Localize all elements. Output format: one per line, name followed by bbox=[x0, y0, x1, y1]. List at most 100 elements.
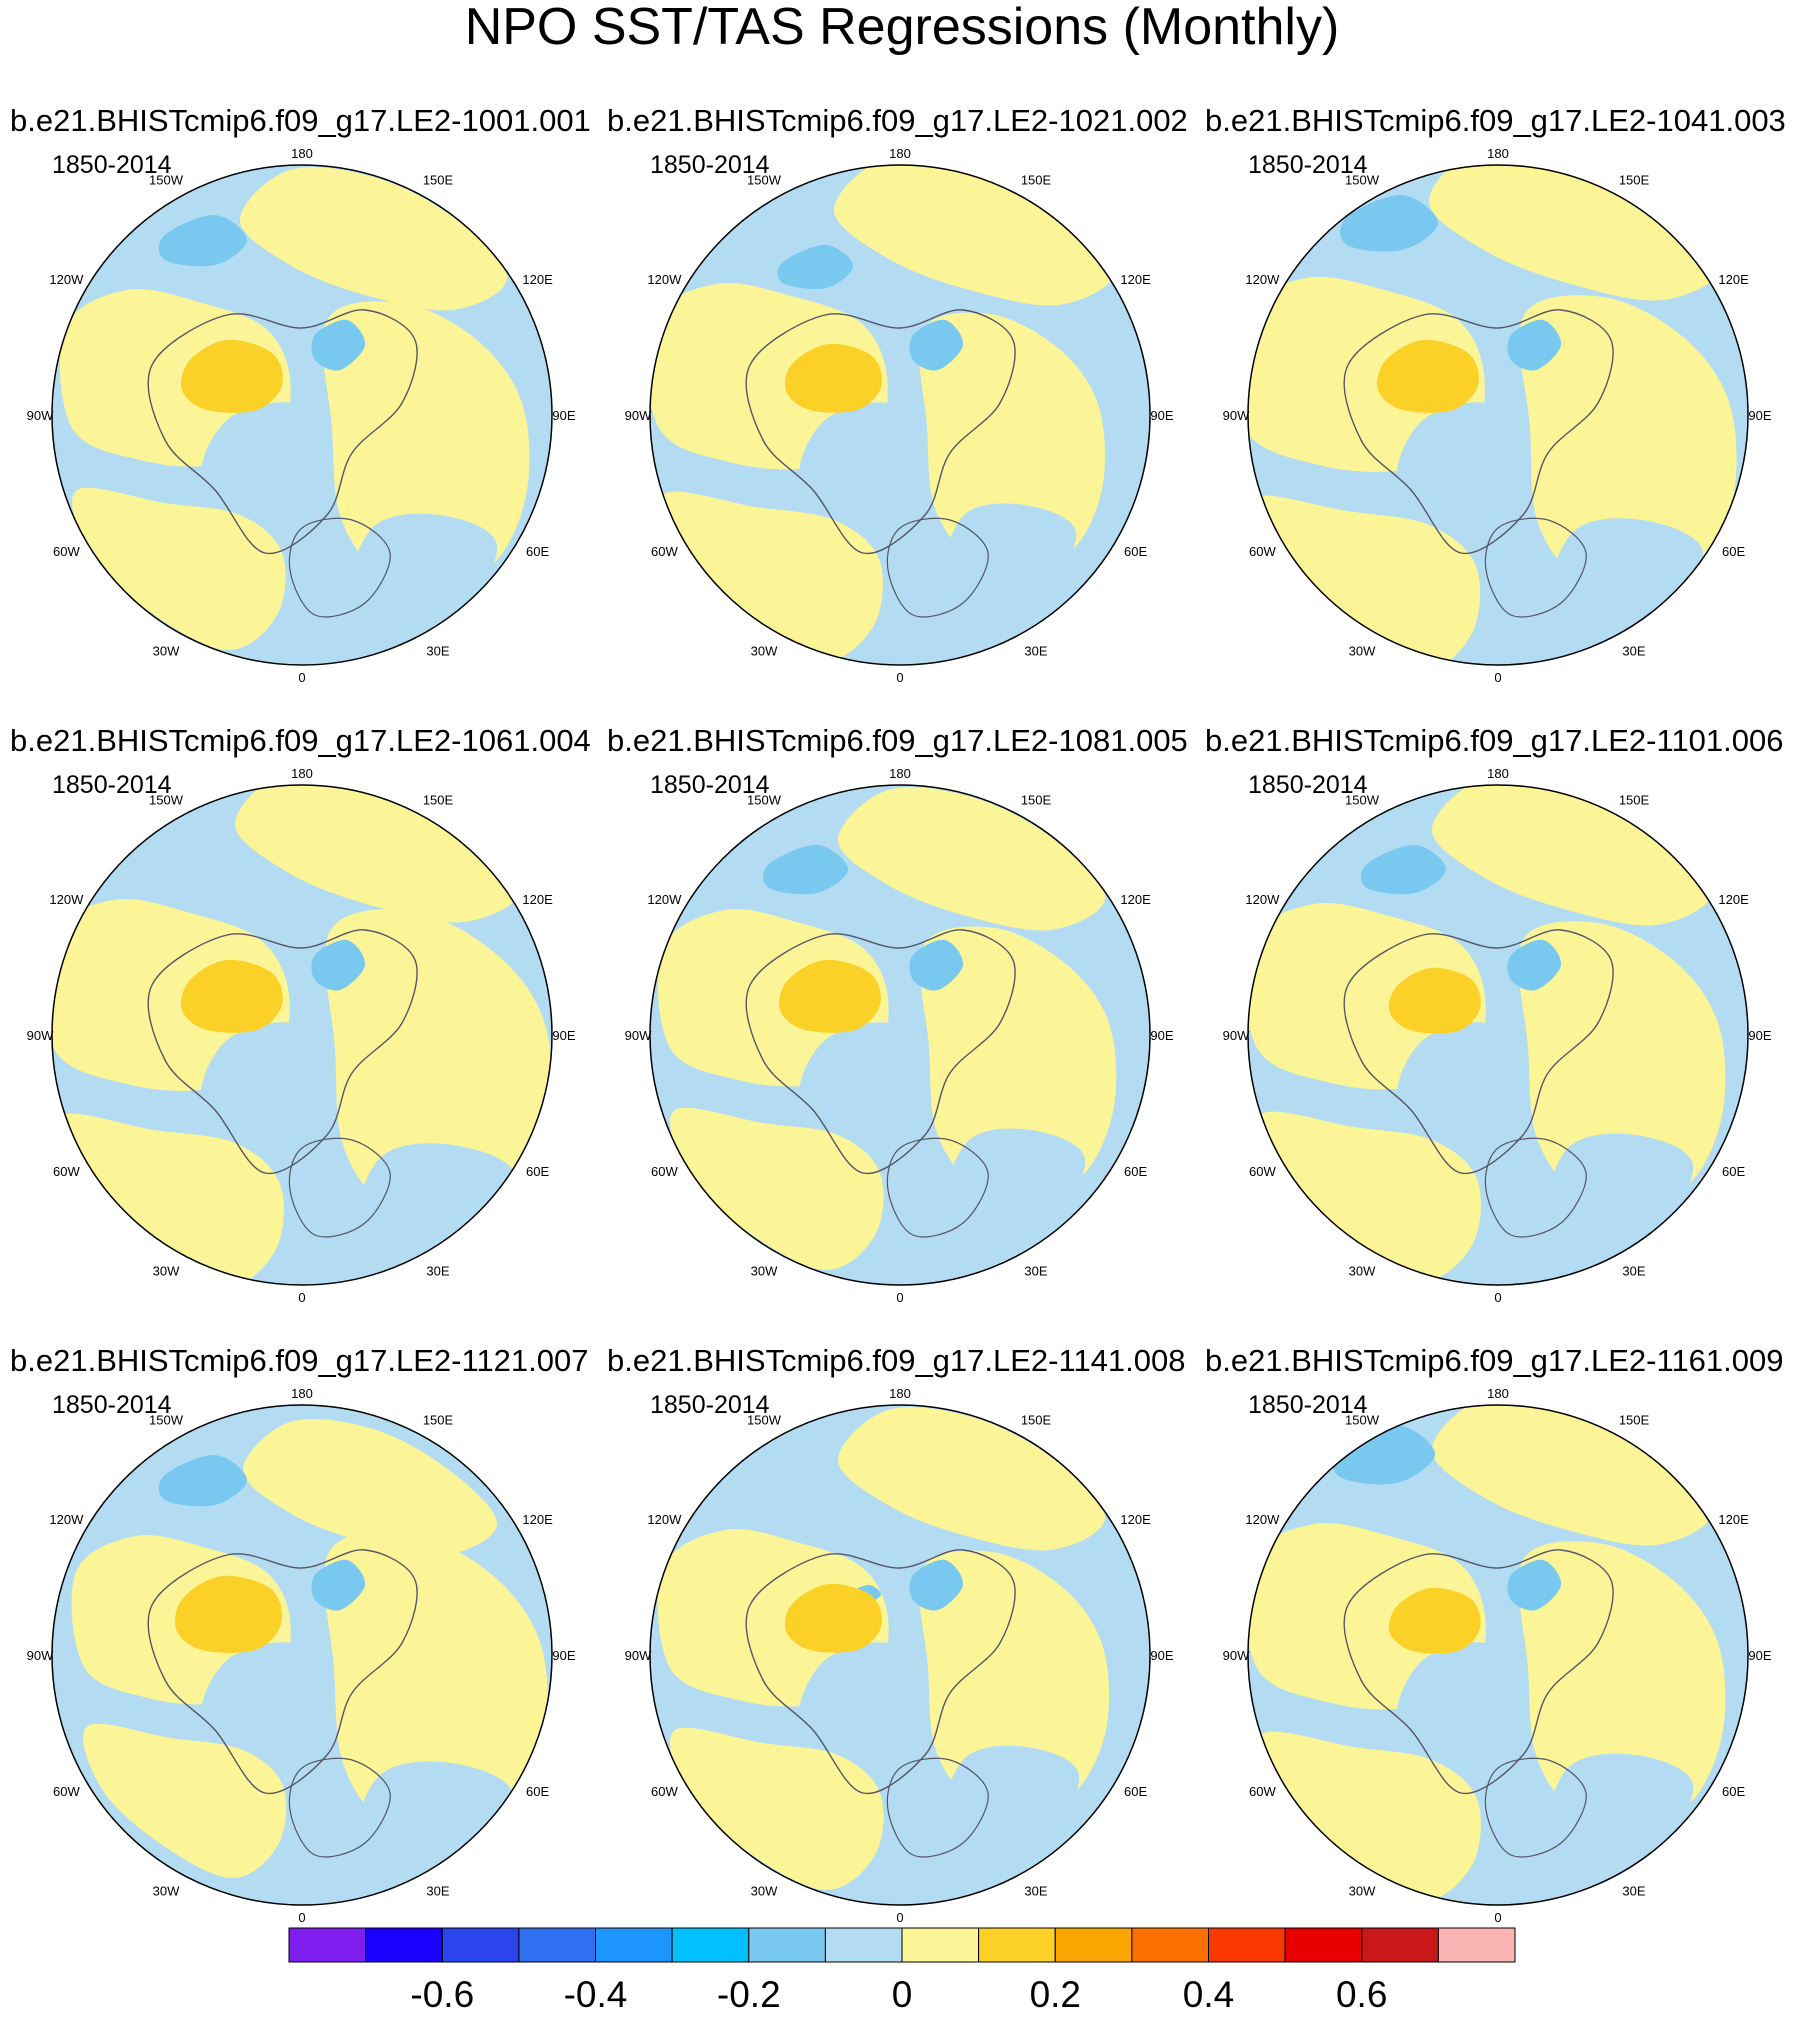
positive-core-canada bbox=[784, 1583, 882, 1653]
longitude-label: 120W bbox=[49, 892, 84, 907]
longitude-label: 90E bbox=[1748, 1028, 1771, 1043]
negative-region-eurasia bbox=[1542, 1133, 1694, 1266]
negative-region-eurasia bbox=[942, 1128, 1086, 1255]
longitude-label: 30W bbox=[153, 1264, 180, 1279]
longitude-label: 180 bbox=[291, 1386, 313, 1401]
longitude-label: 60W bbox=[1249, 544, 1276, 559]
negative-core-pacific bbox=[158, 214, 247, 267]
colorbar-box bbox=[1284, 1927, 1363, 1963]
positive-region-atlantic bbox=[83, 1723, 287, 1879]
longitude-label: 30E bbox=[426, 1884, 449, 1899]
colorbar-box bbox=[1208, 1927, 1286, 1963]
negative-core-okhotsk bbox=[909, 939, 964, 991]
longitude-label: 60W bbox=[1249, 1784, 1276, 1799]
map-panel: b.e21.BHISTcmip6.f09_g17.LE2-1121.007 185… bbox=[10, 1343, 589, 1925]
longitude-label: 30E bbox=[1024, 1884, 1047, 1899]
negative-region-greenland bbox=[1397, 1642, 1525, 1751]
coastlines-europe bbox=[886, 1757, 989, 1858]
longitude-label: 180 bbox=[291, 146, 313, 161]
map-border bbox=[649, 1404, 1151, 1906]
period-label: 1850-2014 bbox=[1248, 151, 1368, 179]
longitude-label: 120W bbox=[49, 1512, 84, 1527]
map-field bbox=[52, 1405, 552, 1905]
colorbar-tick-label: 0 bbox=[892, 1974, 913, 2015]
longitude-label: 30W bbox=[1349, 644, 1376, 659]
colorbar-box bbox=[1361, 1927, 1439, 1963]
longitude-label: 120E bbox=[522, 272, 553, 287]
positive-core-canada bbox=[784, 343, 882, 413]
colorbar-box bbox=[748, 1927, 826, 1963]
negative-core-pacific bbox=[158, 1454, 247, 1507]
longitude-label: 120E bbox=[1120, 272, 1151, 287]
map-field bbox=[1248, 785, 1748, 1285]
map-field bbox=[52, 165, 552, 665]
positive-region-pacific bbox=[1432, 1405, 1714, 1546]
map-panel: b.e21.BHISTcmip6.f09_g17.LE2-1041.003 185… bbox=[1205, 103, 1786, 685]
coastlines-europe bbox=[886, 1137, 989, 1238]
longitude-label: 30E bbox=[1622, 644, 1645, 659]
negative-core-pacific bbox=[1340, 194, 1438, 252]
panel-title: b.e21.BHISTcmip6.f09_g17.LE2-1041.003 bbox=[1205, 103, 1786, 138]
longitude-label: 0 bbox=[298, 1910, 305, 1925]
longitude-label: 0 bbox=[1494, 670, 1501, 685]
longitude-label: 120W bbox=[647, 892, 682, 907]
longitude-label: 0 bbox=[298, 1290, 305, 1305]
coastlines bbox=[1343, 309, 1614, 555]
longitude-label: 60E bbox=[1722, 1164, 1745, 1179]
longitude-label: 120E bbox=[1718, 272, 1749, 287]
longitude-label: 60E bbox=[1124, 1784, 1147, 1799]
positive-region-eurasia bbox=[918, 1550, 1110, 1817]
colorbar-box bbox=[1131, 1927, 1210, 1963]
longitude-label: 120W bbox=[647, 1512, 682, 1527]
colorbar-tick-label: 0.2 bbox=[1030, 1974, 1081, 2015]
map-field bbox=[1248, 1405, 1748, 1905]
map-panel: b.e21.BHISTcmip6.f09_g17.LE2-1081.005 185… bbox=[607, 723, 1188, 1305]
negative-core-okhotsk bbox=[909, 319, 964, 371]
longitude-label: 120W bbox=[647, 272, 682, 287]
longitude-label: 90W bbox=[1223, 408, 1250, 423]
panel-title: b.e21.BHISTcmip6.f09_g17.LE2-1001.001 bbox=[10, 103, 591, 138]
longitude-label: 180 bbox=[1487, 766, 1509, 781]
negative-region-greenland bbox=[799, 1022, 927, 1131]
negative-region-eurasia bbox=[1542, 1753, 1694, 1886]
longitude-label: 150E bbox=[1021, 1412, 1052, 1427]
negative-core-okhotsk bbox=[311, 1559, 366, 1611]
longitude-label: 90E bbox=[1150, 1028, 1173, 1043]
longitude-label: 150W bbox=[747, 792, 782, 807]
period-label: 1850-2014 bbox=[52, 1391, 172, 1419]
positive-core-canada bbox=[181, 339, 283, 413]
longitude-label: 120E bbox=[1120, 1512, 1151, 1527]
colorbar-box bbox=[288, 1927, 367, 1963]
positive-core-canada bbox=[1388, 967, 1481, 1034]
longitude-label: 60E bbox=[526, 544, 549, 559]
colorbar-box bbox=[824, 1927, 903, 1963]
longitude-label: 150W bbox=[1345, 1412, 1380, 1427]
map-field bbox=[650, 785, 1150, 1285]
colorbar-box bbox=[901, 1927, 980, 1963]
period-label: 1850-2014 bbox=[650, 151, 770, 179]
coastlines-europe bbox=[288, 1757, 391, 1858]
positive-region-pacific bbox=[1429, 165, 1725, 301]
positive-region-atlantic bbox=[1256, 1731, 1481, 1903]
map-panel: b.e21.BHISTcmip6.f09_g17.LE2-1161.009 185… bbox=[1205, 1343, 1784, 1925]
positive-region-pacific bbox=[235, 785, 524, 923]
positive-region-eurasia bbox=[919, 926, 1117, 1202]
coastlines bbox=[745, 1549, 1016, 1795]
longitude-label: 120E bbox=[522, 1512, 553, 1527]
map-border bbox=[1247, 1404, 1749, 1906]
map-field bbox=[1248, 165, 1748, 665]
map-border bbox=[51, 164, 553, 666]
positive-region-pacific bbox=[838, 787, 1106, 931]
longitude-label: 30W bbox=[153, 1884, 180, 1899]
longitude-label: 150W bbox=[149, 172, 184, 187]
longitude-label: 150E bbox=[1619, 792, 1650, 807]
coastlines-europe bbox=[1484, 1757, 1587, 1858]
longitude-label: 30W bbox=[751, 1264, 778, 1279]
colorbar: -0.6 -0.4 -0.2 0 0.2 0.4 0.6 bbox=[288, 1927, 1516, 2015]
positive-region-eurasia bbox=[1518, 1541, 1726, 1831]
coastlines-europe bbox=[288, 517, 391, 618]
coastlines bbox=[745, 929, 1016, 1175]
longitude-label: 0 bbox=[896, 670, 903, 685]
positive-region-eurasia bbox=[325, 909, 552, 1229]
negative-region-greenland bbox=[201, 1642, 329, 1751]
